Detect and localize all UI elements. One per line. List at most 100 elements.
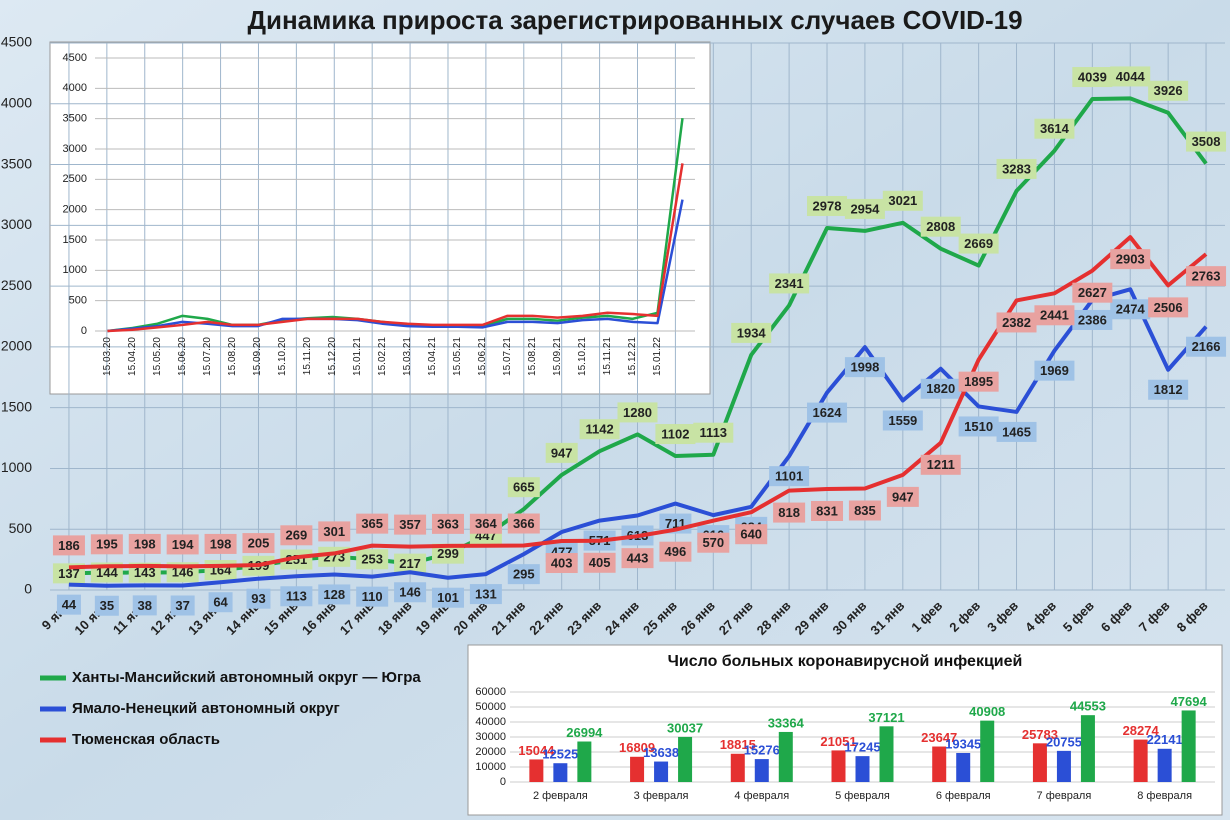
bar xyxy=(1181,710,1196,782)
value-label-box xyxy=(844,198,885,219)
bar-value-label: 40908 xyxy=(969,704,1005,719)
x-tick-label: 15.02.21 xyxy=(377,337,388,376)
value-label-box xyxy=(735,524,768,545)
series-line xyxy=(68,235,1208,570)
x-tick-label: 5 февраля xyxy=(835,790,890,802)
value-label: 3283 xyxy=(1002,161,1031,176)
value-label-box xyxy=(621,548,654,569)
value-label: 1934 xyxy=(737,325,767,340)
x-tick-label: 4 февраля xyxy=(734,790,789,802)
value-label-box xyxy=(996,158,1037,179)
value-label: 2627 xyxy=(1078,285,1107,300)
value-label-box xyxy=(617,402,658,423)
value-label: 1969 xyxy=(1040,363,1069,378)
value-label-box xyxy=(507,564,540,585)
bar-value-label: 25783 xyxy=(1022,727,1058,742)
value-label-box xyxy=(1072,309,1113,330)
value-label-box xyxy=(318,521,351,542)
bar xyxy=(956,752,971,782)
x-tick-label: 15.04.20 xyxy=(127,337,138,376)
value-label: 1559 xyxy=(888,413,917,428)
y-tick-label: 3000 xyxy=(63,143,87,155)
value-label-box xyxy=(1110,299,1151,320)
legend-label: Ханты-Мансийский автономный округ — Югра xyxy=(72,669,421,686)
value-label-box xyxy=(579,419,620,440)
y-tick-label: 2500 xyxy=(1,277,32,293)
x-tick-label: 7 февраля xyxy=(1037,790,1092,802)
bar-value-label: 15276 xyxy=(744,743,780,758)
y-tick-label: 4500 xyxy=(63,52,87,64)
value-label: 2166 xyxy=(1192,339,1221,354)
x-tick-label: 15.11.20 xyxy=(302,337,313,376)
value-label-box xyxy=(1148,297,1189,318)
value-label-box xyxy=(848,500,881,521)
value-label-box xyxy=(280,586,313,607)
value-label-box xyxy=(958,233,999,254)
x-tick-label: 15.06.20 xyxy=(177,337,188,376)
value-label: 496 xyxy=(665,544,687,559)
value-label: 1998 xyxy=(850,360,879,375)
legend-label: Ямало-Ненецкий автономный округ xyxy=(72,700,340,717)
value-label: 128 xyxy=(323,587,345,602)
bar xyxy=(980,720,995,782)
value-label-box xyxy=(1110,66,1151,87)
x-tick-label: 15.09.20 xyxy=(252,337,263,376)
value-label: 2441 xyxy=(1040,308,1069,323)
value-label-box xyxy=(920,378,961,399)
value-label: 1142 xyxy=(585,422,613,437)
value-label: 366 xyxy=(513,516,535,531)
value-label-box xyxy=(208,592,233,613)
value-label-box xyxy=(882,190,923,211)
bar xyxy=(730,753,745,782)
bar xyxy=(630,756,645,782)
value-label: 1280 xyxy=(623,405,652,420)
value-label-box xyxy=(1034,305,1075,326)
value-label: 1510 xyxy=(964,419,993,434)
value-label: 1101 xyxy=(775,469,803,484)
bar-value-label: 30037 xyxy=(667,720,703,735)
value-label-box xyxy=(166,534,199,555)
x-tick-label: 6 февраля xyxy=(936,790,991,802)
value-label: 4039 xyxy=(1078,69,1107,84)
bar xyxy=(754,759,769,782)
y-tick-label: 30000 xyxy=(475,731,506,743)
value-label: 299 xyxy=(437,546,459,561)
value-label-box xyxy=(469,513,502,534)
bar xyxy=(577,741,592,782)
value-label: 113 xyxy=(286,589,307,604)
x-tick-label: 15.12.20 xyxy=(327,337,338,376)
x-tick-label: 15.03.21 xyxy=(402,337,413,376)
value-label-box xyxy=(431,587,464,608)
x-tick-label: 15.07.20 xyxy=(202,337,213,376)
value-label: 2763 xyxy=(1192,269,1221,284)
bar xyxy=(879,726,894,782)
value-label: 403 xyxy=(551,555,573,570)
value-label-box xyxy=(545,553,578,574)
value-label-box xyxy=(132,595,157,616)
value-label-box xyxy=(1186,266,1227,287)
value-label: 101 xyxy=(437,590,459,605)
legend-label: Тюменская область xyxy=(72,731,220,748)
value-label: 2808 xyxy=(926,219,955,234)
value-label-box xyxy=(1186,336,1227,357)
bar-value-label: 33364 xyxy=(768,715,805,730)
x-tick-label: 15.09.21 xyxy=(552,337,563,376)
value-label: 269 xyxy=(286,528,308,543)
bar-value-label: 22141 xyxy=(1147,732,1183,747)
value-label-box xyxy=(811,500,844,521)
value-label: 295 xyxy=(513,567,535,582)
value-label-box xyxy=(242,533,275,554)
value-label: 35 xyxy=(100,598,114,613)
value-label-box xyxy=(807,196,848,217)
y-tick-label: 1500 xyxy=(63,234,87,246)
bar-value-label: 17245 xyxy=(844,740,880,755)
value-label-box xyxy=(769,466,810,487)
value-label-box xyxy=(128,533,161,554)
y-tick-label: 4500 xyxy=(1,34,32,50)
bar-value-label: 44553 xyxy=(1070,699,1106,714)
value-label: 831 xyxy=(816,503,838,518)
value-label: 2474 xyxy=(1116,302,1146,317)
value-label-box xyxy=(170,595,195,616)
value-label: 195 xyxy=(96,537,118,552)
y-tick-label: 2000 xyxy=(63,204,87,216)
